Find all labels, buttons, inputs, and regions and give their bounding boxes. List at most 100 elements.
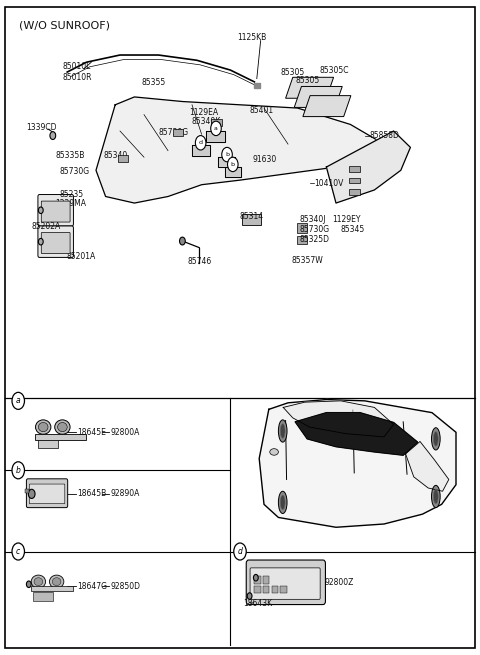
Circle shape bbox=[234, 543, 246, 560]
Text: 85010R: 85010R bbox=[62, 73, 92, 82]
Text: 85305: 85305 bbox=[295, 76, 320, 85]
Ellipse shape bbox=[280, 495, 285, 510]
Text: 18647G: 18647G bbox=[77, 582, 107, 591]
Circle shape bbox=[26, 581, 31, 588]
Bar bbox=[263, 576, 269, 584]
Text: 85314: 85314 bbox=[240, 212, 264, 221]
Circle shape bbox=[38, 238, 43, 245]
Ellipse shape bbox=[270, 449, 278, 455]
Text: 91630: 91630 bbox=[253, 155, 277, 164]
Ellipse shape bbox=[280, 424, 285, 438]
Bar bbox=[254, 83, 260, 88]
Text: 85730G: 85730G bbox=[60, 167, 90, 176]
Bar bbox=[118, 155, 128, 162]
Circle shape bbox=[228, 157, 238, 172]
Polygon shape bbox=[283, 401, 394, 437]
Bar bbox=[254, 576, 261, 584]
Ellipse shape bbox=[49, 575, 64, 588]
Bar bbox=[38, 440, 58, 448]
Ellipse shape bbox=[52, 578, 61, 586]
Text: 85746: 85746 bbox=[187, 257, 212, 267]
Text: 85235: 85235 bbox=[60, 190, 84, 199]
Text: (W/O SUNROOF): (W/O SUNROOF) bbox=[19, 21, 110, 31]
Text: 92850D: 92850D bbox=[110, 582, 140, 591]
Text: 85357W: 85357W bbox=[292, 255, 324, 265]
Text: 85340J: 85340J bbox=[300, 215, 326, 224]
Text: b: b bbox=[225, 152, 229, 157]
Bar bbox=[211, 119, 222, 126]
Bar bbox=[297, 236, 307, 244]
Bar bbox=[35, 434, 86, 440]
Ellipse shape bbox=[38, 422, 48, 432]
Polygon shape bbox=[206, 131, 225, 142]
Bar bbox=[349, 189, 360, 195]
Bar bbox=[173, 129, 183, 136]
Polygon shape bbox=[259, 400, 456, 527]
Circle shape bbox=[12, 543, 24, 560]
Text: b: b bbox=[231, 162, 235, 167]
Text: 85340: 85340 bbox=[103, 151, 128, 160]
Ellipse shape bbox=[58, 422, 67, 432]
Circle shape bbox=[28, 489, 35, 498]
Polygon shape bbox=[294, 86, 342, 107]
Text: b: b bbox=[16, 466, 21, 475]
Text: 92890A: 92890A bbox=[110, 489, 140, 498]
Text: 85730G: 85730G bbox=[158, 128, 189, 137]
Text: 1125KB: 1125KB bbox=[238, 33, 267, 43]
Text: 85201A: 85201A bbox=[66, 252, 96, 261]
FancyBboxPatch shape bbox=[38, 195, 73, 226]
Bar bbox=[242, 214, 261, 225]
Text: 85401: 85401 bbox=[250, 106, 274, 115]
Circle shape bbox=[222, 147, 232, 162]
Text: 85305C: 85305C bbox=[319, 66, 348, 75]
FancyBboxPatch shape bbox=[41, 201, 70, 222]
Bar bbox=[297, 223, 307, 233]
Text: 85325D: 85325D bbox=[300, 234, 330, 244]
FancyBboxPatch shape bbox=[26, 479, 68, 508]
Text: 18643K: 18643K bbox=[243, 599, 273, 608]
Circle shape bbox=[211, 121, 221, 136]
Text: 1129EY: 1129EY bbox=[333, 215, 361, 224]
Circle shape bbox=[38, 207, 43, 214]
Text: 1339CD: 1339CD bbox=[26, 122, 57, 132]
Ellipse shape bbox=[36, 420, 51, 434]
Text: 18645B: 18645B bbox=[77, 489, 106, 498]
Text: 92800Z: 92800Z bbox=[325, 578, 354, 588]
Text: a: a bbox=[214, 126, 218, 131]
Ellipse shape bbox=[55, 420, 70, 434]
Bar bbox=[349, 178, 360, 183]
Text: 92800A: 92800A bbox=[110, 428, 140, 437]
Text: 85010L: 85010L bbox=[62, 62, 91, 71]
Polygon shape bbox=[406, 441, 449, 491]
Bar bbox=[254, 586, 261, 593]
Ellipse shape bbox=[433, 489, 438, 504]
Text: 85305: 85305 bbox=[281, 68, 305, 77]
Text: d: d bbox=[199, 140, 203, 145]
Ellipse shape bbox=[433, 432, 438, 446]
Circle shape bbox=[195, 136, 206, 150]
Text: d: d bbox=[238, 547, 242, 556]
Ellipse shape bbox=[278, 491, 287, 514]
Text: c: c bbox=[16, 547, 20, 556]
Text: 85355: 85355 bbox=[142, 78, 166, 87]
Polygon shape bbox=[286, 77, 334, 98]
Circle shape bbox=[12, 462, 24, 479]
Ellipse shape bbox=[34, 578, 43, 586]
Polygon shape bbox=[218, 157, 235, 167]
Ellipse shape bbox=[31, 575, 46, 588]
Polygon shape bbox=[192, 145, 210, 156]
Text: 85202A: 85202A bbox=[31, 222, 60, 231]
Polygon shape bbox=[96, 97, 384, 203]
Bar bbox=[33, 592, 53, 601]
Bar bbox=[280, 586, 287, 593]
FancyBboxPatch shape bbox=[5, 7, 475, 648]
Text: 85730G: 85730G bbox=[300, 225, 330, 234]
Ellipse shape bbox=[278, 420, 287, 442]
Ellipse shape bbox=[432, 485, 440, 508]
Circle shape bbox=[247, 593, 252, 599]
Circle shape bbox=[253, 574, 258, 581]
Text: 10410V: 10410V bbox=[314, 179, 344, 188]
Text: 85340K: 85340K bbox=[192, 117, 221, 126]
Circle shape bbox=[12, 392, 24, 409]
Text: 85335B: 85335B bbox=[55, 151, 84, 160]
